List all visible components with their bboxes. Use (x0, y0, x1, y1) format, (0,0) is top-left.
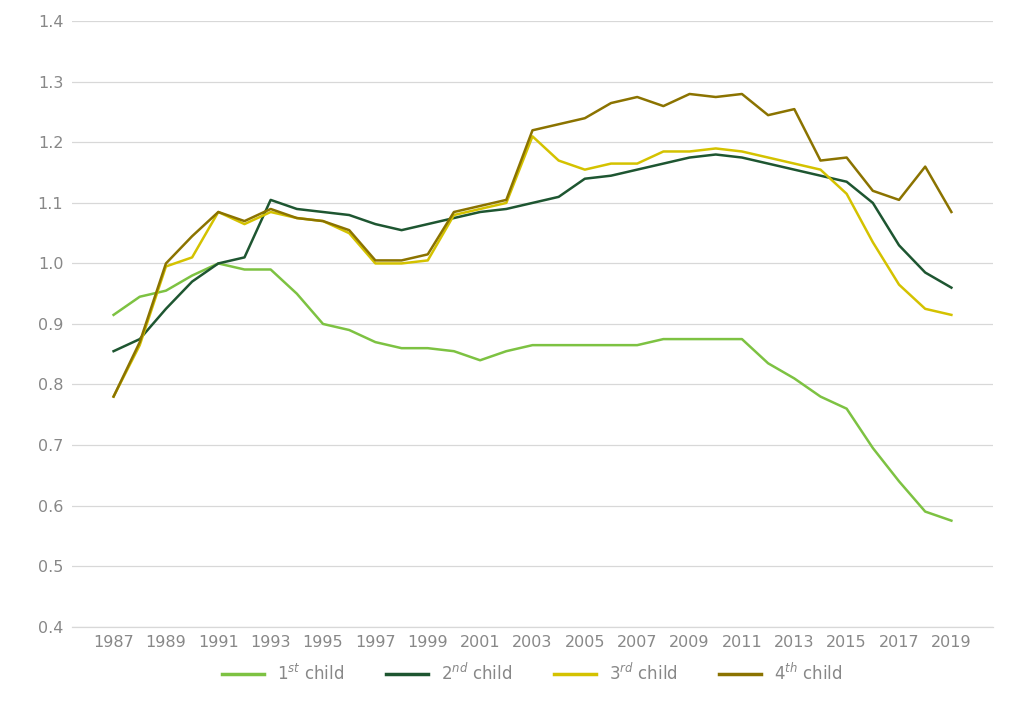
Legend: 1$^{st}$ child, 2$^{nd}$ child, 3$^{rd}$ child, 4$^{th}$ child: 1$^{st}$ child, 2$^{nd}$ child, 3$^{rd}$… (216, 656, 849, 691)
